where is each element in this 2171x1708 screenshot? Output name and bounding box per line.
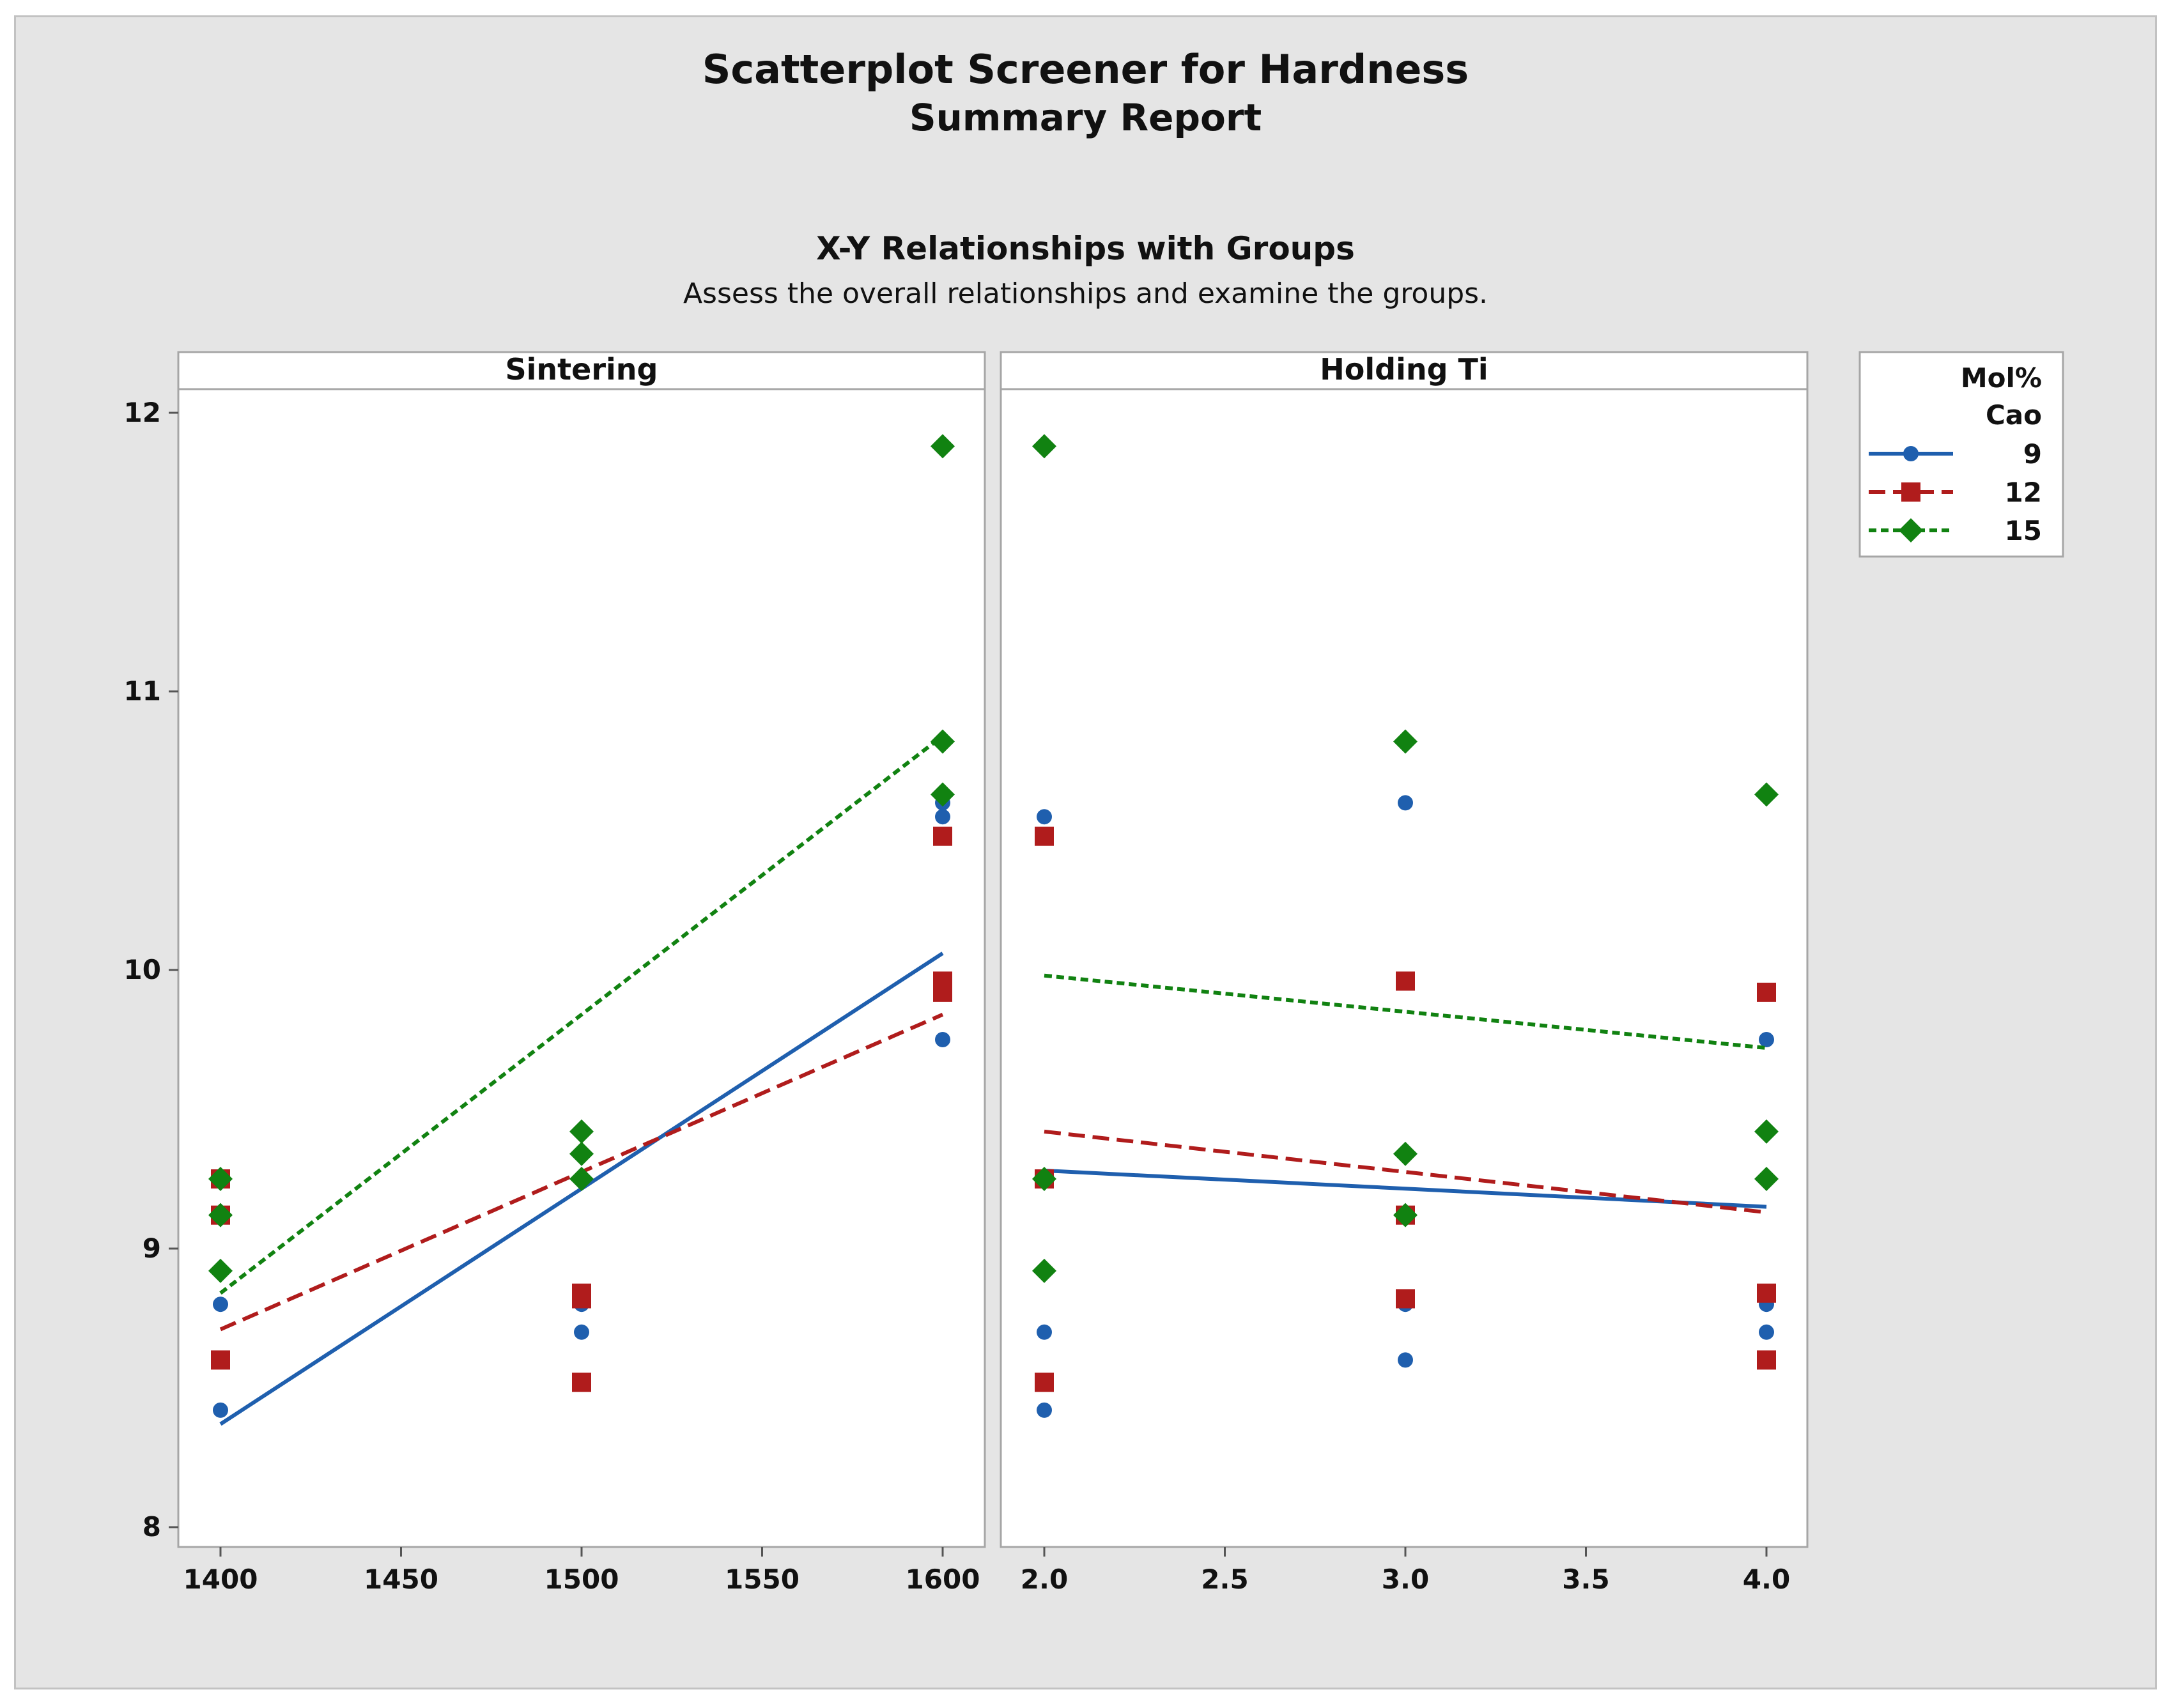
x-tick-label: 1450: [364, 1564, 438, 1595]
data-point-15: [931, 434, 955, 459]
x-tick-label: 3.0: [1382, 1564, 1429, 1595]
data-point-15: [1754, 1119, 1779, 1144]
data-point-15: [931, 729, 955, 754]
data-point-15: [1754, 782, 1779, 807]
fit-line-9: [1044, 1168, 1767, 1209]
x-tick-label: 3.5: [1562, 1564, 1609, 1595]
data-point-12: [211, 1350, 230, 1370]
panel-title-holding-ti: Holding Ti: [1320, 352, 1488, 387]
data-point-12: [1757, 1283, 1776, 1303]
data-point-9: [1037, 809, 1052, 825]
data-point-12: [572, 1373, 591, 1392]
data-point-12: [1396, 1289, 1415, 1309]
data-point-15: [569, 1167, 594, 1191]
series-sintering: [208, 434, 955, 1426]
data-point-15: [1032, 1167, 1056, 1191]
y-tick-label: 10: [124, 954, 161, 985]
data-point-12: [572, 1289, 591, 1309]
data-point-15: [208, 1258, 233, 1283]
legend-label-9: 9: [2023, 438, 2042, 470]
legend-label-12: 12: [2005, 477, 2042, 508]
legend-marker-15: [1899, 518, 1923, 542]
data-point-15: [1032, 434, 1056, 459]
x-tick-label: 1600: [906, 1564, 980, 1595]
data-point-9: [574, 1324, 589, 1340]
legend-marker-12: [1901, 482, 1920, 502]
section-title: X-Y Relationships with Groups: [816, 230, 1355, 267]
plot-area-holding-ti: [1000, 388, 1809, 1548]
plot-area-sintering: [177, 388, 986, 1548]
series-holding-ti: [1032, 434, 1779, 1418]
x-axis-sintering: 1400 1450 1500 1550 1600: [183, 1547, 980, 1595]
data-point-12: [933, 826, 952, 846]
data-point-15: [1393, 729, 1418, 754]
data-point-15: [931, 782, 955, 807]
data-point-12: [1757, 982, 1776, 1002]
data-point-9: [935, 1032, 950, 1047]
data-point-9: [1398, 795, 1413, 811]
y-tick-label: 8: [143, 1511, 161, 1543]
y-axis: 8 9 10 11 12: [124, 397, 178, 1543]
y-tick-label: 12: [124, 397, 161, 428]
data-point-15: [1754, 1167, 1779, 1191]
data-point-9: [1037, 1324, 1052, 1340]
section-subtitle: Assess the overall relationships and exa…: [683, 277, 1488, 310]
data-point-9: [1037, 1402, 1052, 1418]
panel-title-sintering: Sintering: [506, 352, 658, 387]
legend-title-line2: Cao: [1986, 399, 2042, 431]
data-point-15: [208, 1203, 233, 1227]
report-subtitle: Summary Report: [909, 96, 1262, 139]
data-point-12: [1035, 826, 1054, 846]
legend-entries: 9 12 15: [1869, 438, 2042, 546]
data-point-15: [569, 1141, 594, 1166]
data-point-9: [1398, 1352, 1413, 1368]
fit-line-15: [219, 734, 944, 1295]
panel-strip-holding-ti: [1000, 351, 1809, 390]
data-point-15: [1393, 1203, 1418, 1227]
data-point-15: [208, 1167, 233, 1191]
x-tick-label: 1500: [545, 1564, 619, 1595]
x-tick-label: 2.5: [1201, 1564, 1248, 1595]
y-tick-label: 11: [124, 675, 161, 707]
panel-strip-sintering: [177, 351, 986, 390]
legend-marker-9: [1903, 446, 1919, 461]
x-tick-label: 1550: [725, 1564, 800, 1595]
data-point-12: [1396, 971, 1415, 991]
data-point-9: [1759, 1032, 1774, 1047]
x-tick-label: 4.0: [1743, 1564, 1790, 1595]
data-point-15: [1393, 1141, 1418, 1166]
legend-title-line1: Mol%: [1961, 362, 2042, 394]
data-point-15: [569, 1119, 594, 1144]
data-point-15: [1032, 1258, 1056, 1283]
data-point-9: [213, 1402, 228, 1418]
y-tick-label: 9: [143, 1233, 161, 1264]
data-point-12: [933, 982, 952, 1002]
data-point-9: [1759, 1324, 1774, 1340]
x-tick-label: 2.0: [1021, 1564, 1068, 1595]
data-point-12: [1035, 1373, 1054, 1392]
x-axis-holding-ti: 2.0 2.5 3.0 3.5 4.0: [1021, 1547, 1790, 1595]
x-tick-label: 1400: [183, 1564, 258, 1595]
data-point-12: [1757, 1350, 1776, 1370]
legend-label-15: 15: [2005, 515, 2042, 546]
data-point-9: [935, 809, 950, 825]
report-title: Scatterplot Screener for Hardness: [702, 46, 1469, 93]
data-point-9: [213, 1296, 228, 1312]
